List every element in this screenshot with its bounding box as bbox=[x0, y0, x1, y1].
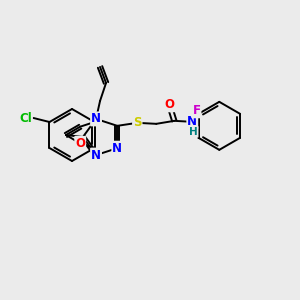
Text: O: O bbox=[164, 98, 174, 111]
Text: N: N bbox=[91, 112, 101, 125]
Text: Cl: Cl bbox=[19, 112, 32, 124]
Text: S: S bbox=[133, 116, 142, 129]
Text: N: N bbox=[112, 142, 122, 155]
Text: F: F bbox=[193, 104, 200, 117]
Text: N: N bbox=[187, 115, 197, 128]
Text: O: O bbox=[75, 137, 85, 150]
Text: N: N bbox=[91, 148, 101, 162]
Text: H: H bbox=[189, 127, 198, 137]
